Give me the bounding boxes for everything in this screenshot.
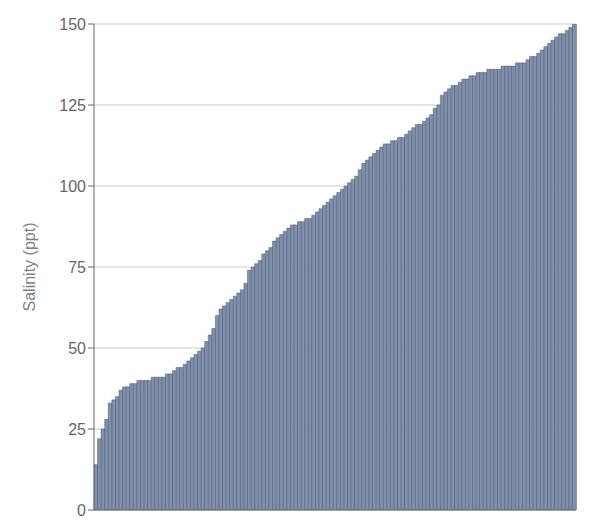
svg-text:0: 0 [77, 502, 86, 519]
svg-text:25: 25 [68, 421, 86, 438]
svg-text:Salinity (ppt): Salinity (ppt) [21, 223, 38, 312]
svg-text:75: 75 [68, 259, 86, 276]
svg-text:100: 100 [59, 178, 86, 195]
svg-text:150: 150 [59, 16, 86, 33]
svg-text:125: 125 [59, 97, 86, 114]
svg-text:50: 50 [68, 340, 86, 357]
